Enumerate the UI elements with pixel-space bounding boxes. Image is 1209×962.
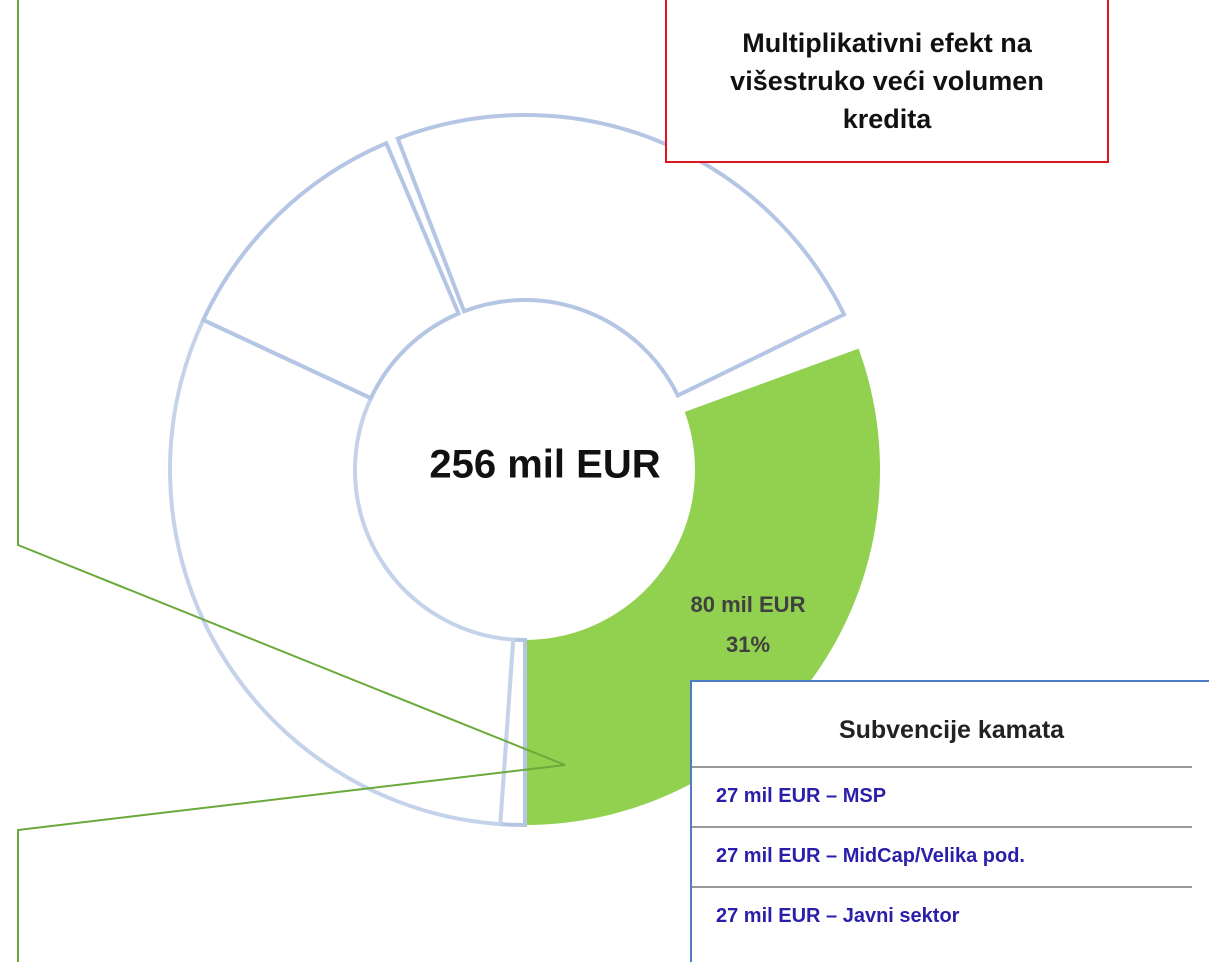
detail-row: 27 mil EUR – Javni sektor [692,886,1192,944]
segment [168,317,516,827]
segment [395,113,847,399]
center-label: 256 mil EUR [429,443,660,487]
highlighted-segment [525,348,880,825]
callout-box: Multiplikativni efekt na višestruko veći… [665,0,1109,163]
detail-title: Subvencije kamata [838,716,1065,744]
segment [200,140,462,401]
callout-text: Multiplikativni efekt na višestruko veći… [730,27,1044,134]
segment-share: 31% [726,632,770,657]
connector-lines [17,0,566,962]
detail-box: Subvencije kamata 27 mil EUR – MSP 27 mi… [690,680,1209,962]
segment-amount: 80 mil EUR [691,592,806,617]
detail-row: 27 mil EUR – MSP [692,766,1192,824]
detail-row: 27 mil EUR – MidCap/Velika pod. [692,826,1192,884]
